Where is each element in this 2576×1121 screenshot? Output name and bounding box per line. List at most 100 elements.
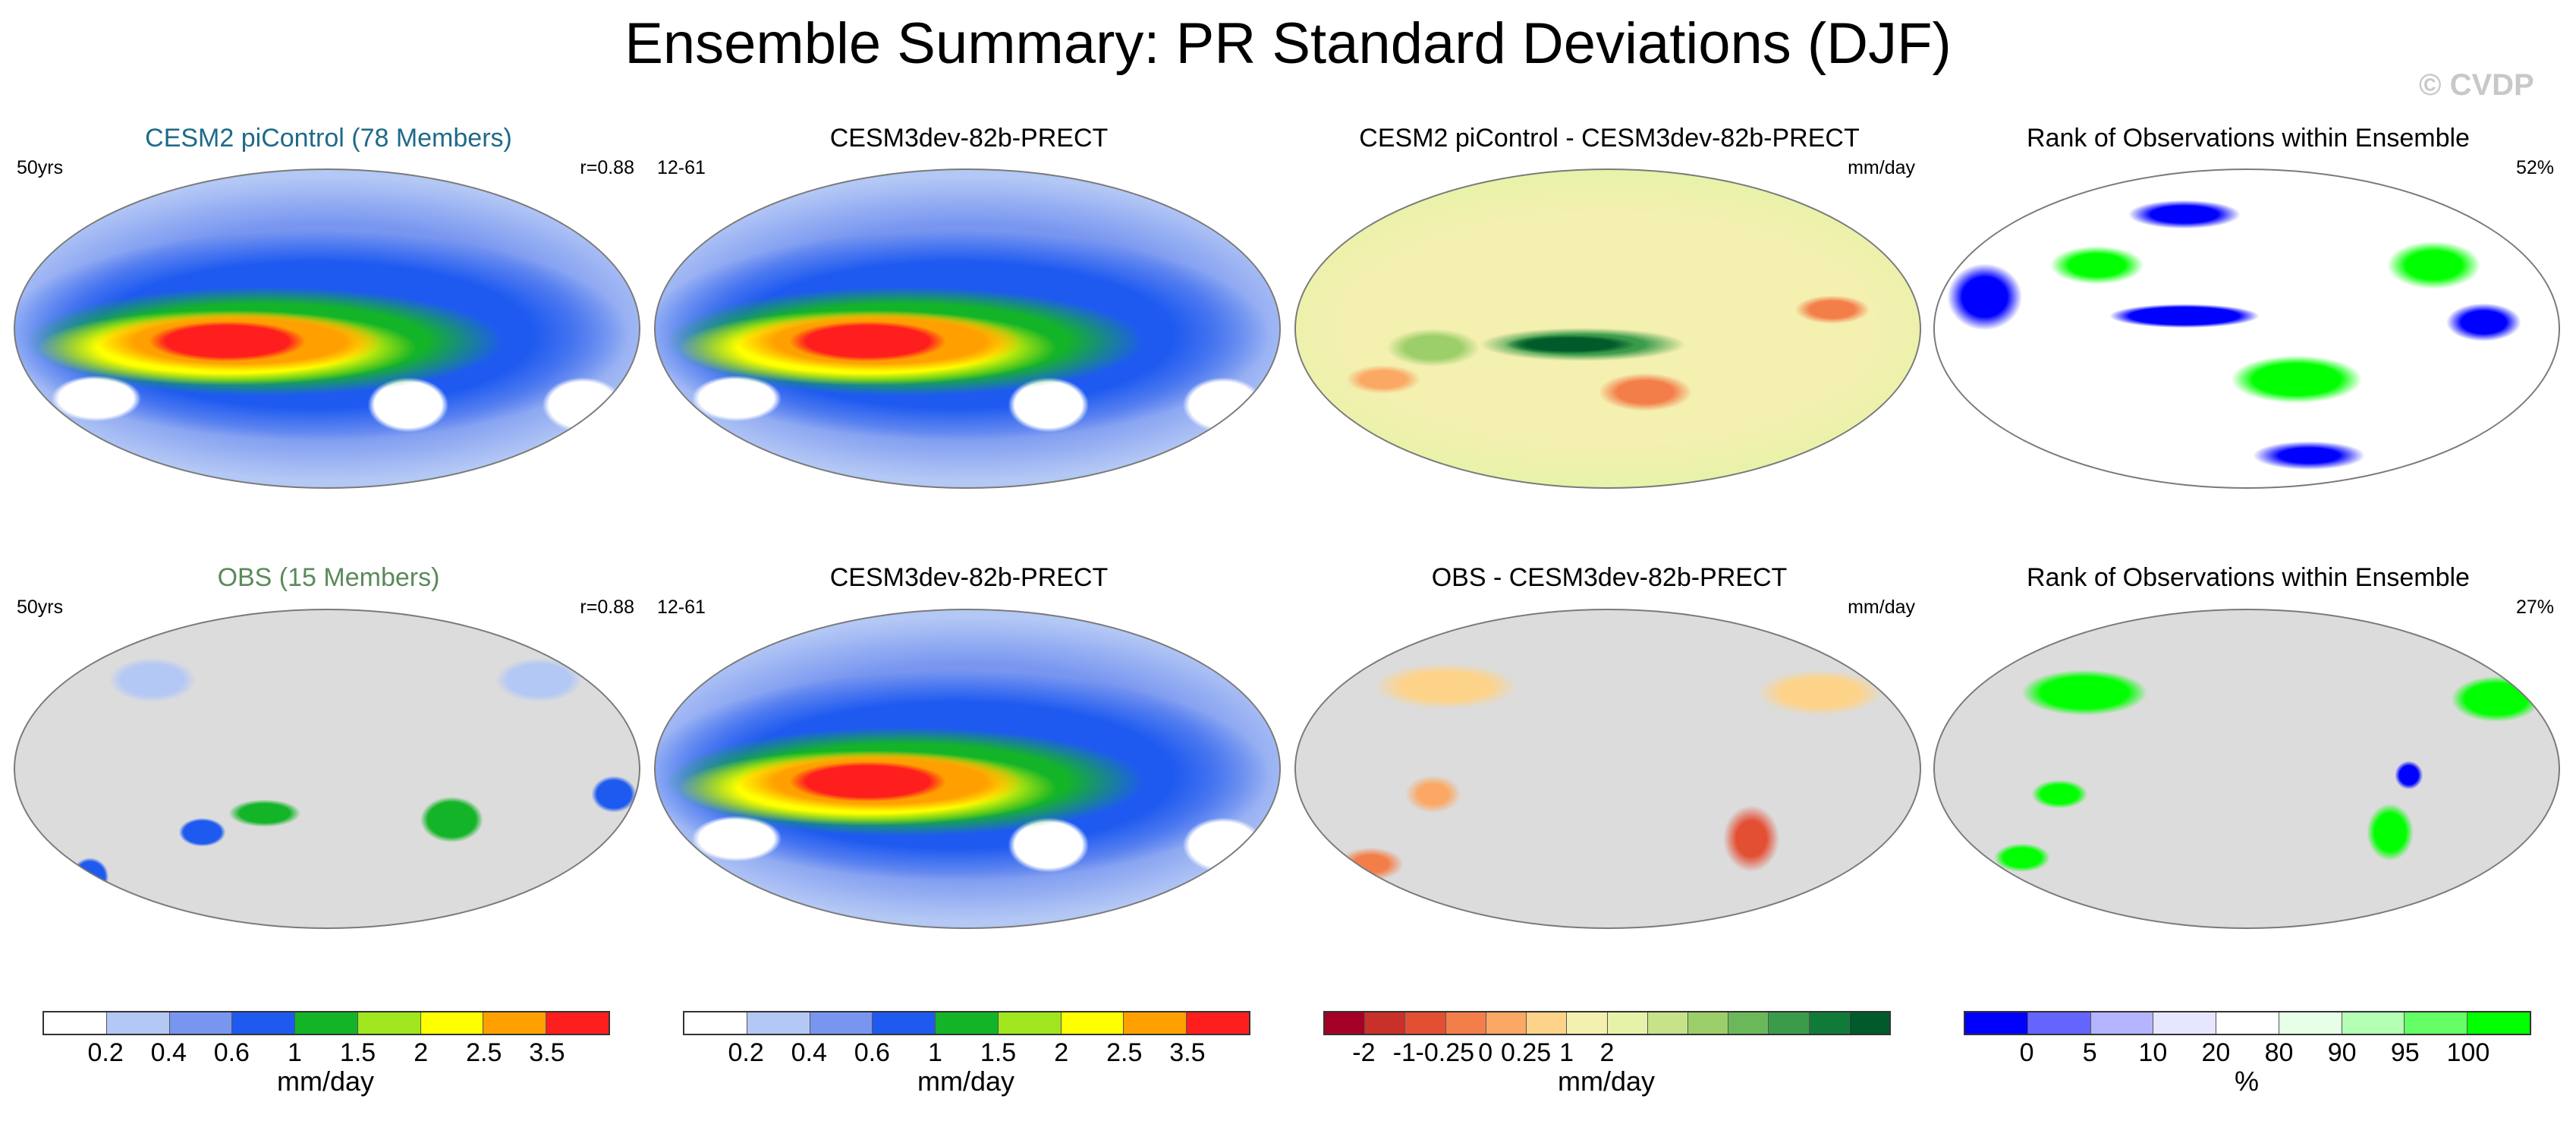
panel-title: CESM2 piControl (78 Members): [145, 124, 512, 153]
panel-title: Rank of Observations within Ensemble: [2027, 124, 2470, 153]
colorbar-swatch: [1728, 1012, 1769, 1034]
colorbar-swatch: [1769, 1012, 1810, 1034]
colorbar-unit-label: mm/day: [276, 1066, 375, 1097]
colorbar-swatch: [2153, 1012, 2217, 1034]
colorbar-swatch: [873, 1012, 936, 1034]
colorbar-swatch: [44, 1012, 107, 1034]
colorbar-tick-label: -1: [1392, 1038, 1416, 1067]
colorbar-tick-label: 10: [2138, 1038, 2168, 1067]
panel-period-label: 50yrs: [17, 157, 64, 178]
colorbar-tick-label: 1.5: [980, 1038, 1017, 1067]
colorbar-swatch: [810, 1012, 873, 1034]
colorbar-swatch: [2467, 1012, 2530, 1034]
panel-stat-label: r=0.88: [580, 597, 634, 618]
cvdp-watermark: © CVDP: [2419, 68, 2534, 102]
world-map: [14, 609, 640, 929]
colorbar-unit-label: mm/day: [917, 1066, 1015, 1097]
colorbar-tick-label: 0.4: [150, 1038, 187, 1067]
panel-stat-label: r=0.88: [580, 157, 634, 178]
colorbar-tick-label: 90: [2327, 1038, 2357, 1067]
colorbar-swatch: [747, 1012, 810, 1034]
colorbar-swatch: [684, 1012, 747, 1034]
colorbar-tick-label: -0.25: [1415, 1038, 1475, 1067]
colorbar-swatch: [2342, 1012, 2405, 1034]
colorbar-swatch: [420, 1012, 484, 1034]
colorbar-tick-label: 2.5: [466, 1038, 502, 1067]
panel-title: Rank of Observations within Ensemble: [2027, 563, 2470, 592]
colorbar-tick-label: 95: [2390, 1038, 2420, 1067]
panel-period-label: 12-61: [657, 597, 706, 618]
colorbar-swatch: [2027, 1012, 2091, 1034]
colorbar-tick-label: 2.5: [1106, 1038, 1143, 1067]
colorbar-tick-label: 3.5: [1169, 1038, 1206, 1067]
colorbar-swatch: [1405, 1012, 1446, 1034]
colorbar-tick-label: 2: [414, 1038, 429, 1067]
world-map: [1933, 168, 2560, 489]
colorbar-tick-label: 0.6: [854, 1038, 890, 1067]
colorbar-swatch: [295, 1012, 358, 1034]
colorbar-tick-label: 100: [2446, 1038, 2490, 1067]
colorbar-swatch: [1445, 1012, 1486, 1034]
main-title: Ensemble Summary: PR Standard Deviations…: [624, 11, 1952, 76]
colorbar-tick-label: 0: [1478, 1038, 1493, 1067]
world-map: [1933, 609, 2560, 929]
colorbar-tick-label: 0.2: [87, 1038, 124, 1067]
colorbar-unit-label: %: [2234, 1066, 2259, 1097]
colorbar: [683, 1011, 1250, 1035]
colorbar-tick-label: 2: [1054, 1038, 1069, 1067]
colorbar-swatch: [2405, 1012, 2468, 1034]
panel-title: CESM2 piControl - CESM3dev-82b-PRECT: [1359, 124, 1860, 153]
colorbar-swatch: [1124, 1012, 1187, 1034]
colorbar-tick-label: 80: [2264, 1038, 2294, 1067]
colorbar-swatch: [1365, 1012, 1406, 1034]
colorbar-tick-label: 20: [2201, 1038, 2231, 1067]
colorbar-swatch: [1325, 1012, 1366, 1034]
colorbar-tick-label: 0.6: [213, 1038, 250, 1067]
colorbar-swatch: [936, 1012, 999, 1034]
colorbar-tick-label: 1: [927, 1038, 942, 1067]
world-map: [654, 168, 1281, 489]
panel-title: CESM3dev-82b-PRECT: [829, 563, 1109, 592]
colorbar: [1964, 1011, 2531, 1035]
colorbar-swatch: [357, 1012, 421, 1034]
colorbar-tick-label: 2: [1599, 1038, 1615, 1067]
panel-period-label: 12-61: [657, 157, 706, 178]
colorbar-swatch: [2090, 1012, 2154, 1034]
colorbar-swatch: [2216, 1012, 2279, 1034]
world-map: [1294, 168, 1921, 489]
panel-title: OBS - CESM3dev-82b-PRECT: [1431, 563, 1788, 592]
world-map: [1294, 609, 1921, 929]
colorbar-tick-label: 0: [2019, 1038, 2034, 1067]
colorbar: [1323, 1011, 1891, 1035]
colorbar-swatch: [1607, 1012, 1648, 1034]
colorbar-swatch: [1527, 1012, 1568, 1034]
colorbar-tick-label: 0.25: [1501, 1038, 1552, 1067]
colorbar-tick-label: 3.5: [529, 1038, 565, 1067]
colorbar: [42, 1011, 610, 1035]
panel-title: CESM3dev-82b-PRECT: [829, 124, 1109, 153]
colorbar-swatch: [1965, 1012, 2028, 1034]
colorbar-swatch: [1687, 1012, 1729, 1034]
colorbar-swatch: [1567, 1012, 1608, 1034]
world-map: [14, 168, 640, 489]
colorbar-tick-label: 1: [287, 1038, 302, 1067]
colorbar-swatch: [483, 1012, 547, 1034]
world-map: [654, 609, 1281, 929]
colorbar-swatch: [1849, 1012, 1890, 1034]
colorbar-tick-label: 0.2: [728, 1038, 764, 1067]
panel-stat-label: mm/day: [1848, 597, 1915, 618]
colorbar-swatch: [1486, 1012, 1527, 1034]
colorbar-swatch: [998, 1012, 1062, 1034]
colorbar-swatch: [232, 1012, 296, 1034]
colorbar-swatch: [546, 1012, 609, 1034]
panel-stat-label: 52%: [2515, 157, 2554, 178]
colorbar-tick-label: -2: [1352, 1038, 1376, 1067]
colorbar-swatch: [169, 1012, 233, 1034]
colorbar-swatch: [1187, 1012, 1250, 1034]
colorbar-swatch: [2279, 1012, 2342, 1034]
colorbar-tick-label: 5: [2082, 1038, 2097, 1067]
colorbar-swatch: [1061, 1012, 1124, 1034]
colorbar-swatch: [1809, 1012, 1850, 1034]
panel-stat-label: mm/day: [1848, 157, 1915, 178]
colorbar-unit-label: mm/day: [1557, 1066, 1656, 1097]
